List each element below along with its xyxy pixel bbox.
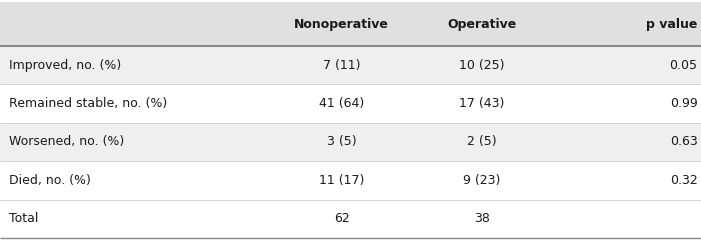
Text: Improved, no. (%): Improved, no. (%): [9, 59, 121, 72]
Bar: [0, 123, 701, 161]
Bar: [0, 2, 701, 46]
Text: Total: Total: [9, 212, 39, 225]
Text: Worsened, no. (%): Worsened, no. (%): [9, 135, 124, 149]
Text: 9 (23): 9 (23): [463, 174, 501, 187]
Text: 0.63: 0.63: [669, 135, 697, 149]
Text: p value: p value: [646, 18, 697, 31]
Text: 11 (17): 11 (17): [319, 174, 365, 187]
Text: 0.99: 0.99: [669, 97, 697, 110]
Text: 38: 38: [474, 212, 490, 225]
Bar: [0, 200, 701, 238]
Text: 0.32: 0.32: [669, 174, 697, 187]
Text: Died, no. (%): Died, no. (%): [9, 174, 91, 187]
Text: 10 (25): 10 (25): [459, 59, 505, 72]
Text: 41 (64): 41 (64): [319, 97, 365, 110]
Bar: [0, 84, 701, 123]
Text: Operative: Operative: [447, 18, 517, 31]
Text: Remained stable, no. (%): Remained stable, no. (%): [9, 97, 168, 110]
Text: 2 (5): 2 (5): [467, 135, 497, 149]
Text: Nonoperative: Nonoperative: [294, 18, 389, 31]
Text: 7 (11): 7 (11): [323, 59, 360, 72]
Text: 17 (43): 17 (43): [459, 97, 505, 110]
Text: 3 (5): 3 (5): [327, 135, 357, 149]
Bar: [0, 46, 701, 84]
Text: 62: 62: [334, 212, 350, 225]
Text: 0.05: 0.05: [669, 59, 697, 72]
Bar: [0, 161, 701, 200]
